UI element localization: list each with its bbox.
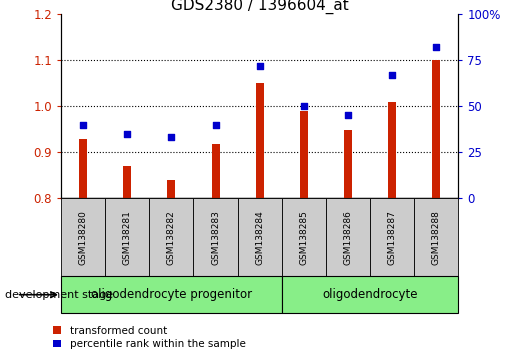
Bar [149, 198, 193, 276]
Point [299, 103, 308, 109]
Bar [61, 198, 105, 276]
Point [123, 131, 131, 137]
Point [388, 72, 396, 78]
Text: GSM138280: GSM138280 [78, 210, 87, 265]
Legend: transformed count, percentile rank within the sample: transformed count, percentile rank withi… [53, 326, 245, 349]
Bar [388, 102, 396, 198]
Point [432, 45, 440, 50]
Bar [61, 276, 282, 313]
Title: GDS2380 / 1396604_at: GDS2380 / 1396604_at [171, 0, 349, 14]
Point [211, 122, 220, 127]
Bar [300, 111, 308, 198]
Bar [123, 166, 131, 198]
Bar [326, 198, 370, 276]
Text: GSM138287: GSM138287 [388, 210, 396, 265]
Text: GSM138285: GSM138285 [299, 210, 308, 265]
Text: oligodendrocyte: oligodendrocyte [322, 288, 418, 301]
Bar [414, 198, 458, 276]
Text: GSM138283: GSM138283 [211, 210, 220, 265]
Bar [167, 180, 175, 198]
Bar [282, 198, 326, 276]
Bar [105, 198, 149, 276]
Text: GSM138282: GSM138282 [167, 210, 176, 264]
Bar [237, 198, 282, 276]
Text: GSM138288: GSM138288 [432, 210, 441, 265]
Bar [255, 83, 263, 198]
Point [255, 63, 264, 69]
Bar [432, 60, 440, 198]
Bar [193, 198, 237, 276]
Bar [282, 276, 458, 313]
Bar [211, 144, 219, 198]
Text: GSM138284: GSM138284 [255, 210, 264, 264]
Bar [79, 139, 87, 198]
Text: development stage: development stage [5, 290, 113, 300]
Point [79, 122, 87, 127]
Bar [344, 130, 352, 198]
Point [344, 113, 352, 118]
Bar [370, 198, 414, 276]
Text: GSM138286: GSM138286 [343, 210, 352, 265]
Text: GSM138281: GSM138281 [123, 210, 131, 265]
Point [167, 135, 175, 140]
Text: oligodendrocyte progenitor: oligodendrocyte progenitor [91, 288, 252, 301]
